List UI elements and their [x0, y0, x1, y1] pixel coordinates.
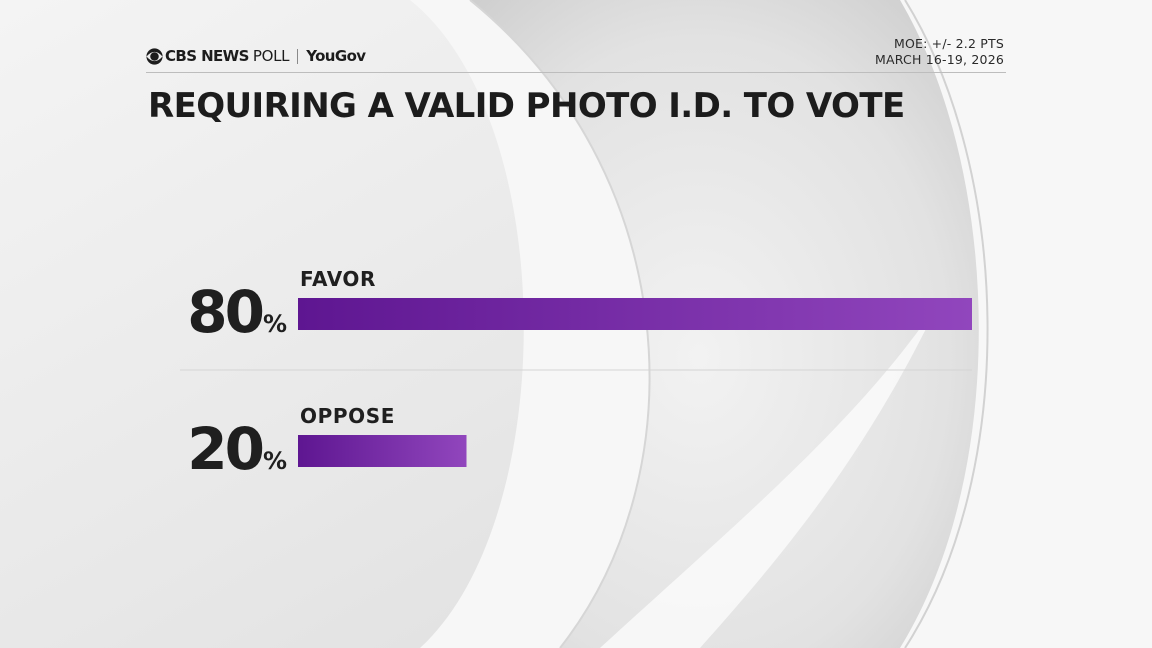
brand-poll-label: POLL [252, 47, 290, 65]
brand-divider [297, 48, 299, 64]
bar-oppose [298, 435, 467, 467]
percent-sign-oppose: % [263, 447, 287, 475]
chart-title: REQUIRING A VALID PHOTO I.D. TO VOTE [148, 86, 905, 126]
cbs-eye-icon [146, 47, 163, 65]
margin-of-error: MOE: +/- 2.2 PTS [893, 36, 1004, 51]
category-label-oppose: OPPOSE [300, 404, 395, 428]
brand-network: CBS NEWS [165, 47, 249, 65]
poll-meta: MOE: +/- 2.2 PTS MARCH 16-19, 2026 [875, 36, 1004, 68]
value-label-favor: 80 [187, 278, 262, 346]
brand-lockup: CBS NEWS POLL YouGov [146, 44, 366, 68]
category-label-favor: FAVOR [300, 267, 376, 291]
poll-dates: MARCH 16-19, 2026 [875, 52, 1004, 67]
bar-favor [298, 298, 972, 330]
percent-sign-favor: % [263, 310, 287, 338]
header-divider [146, 72, 1006, 73]
value-label-oppose: 20 [187, 415, 262, 483]
brand-partner: YouGov [306, 47, 366, 65]
